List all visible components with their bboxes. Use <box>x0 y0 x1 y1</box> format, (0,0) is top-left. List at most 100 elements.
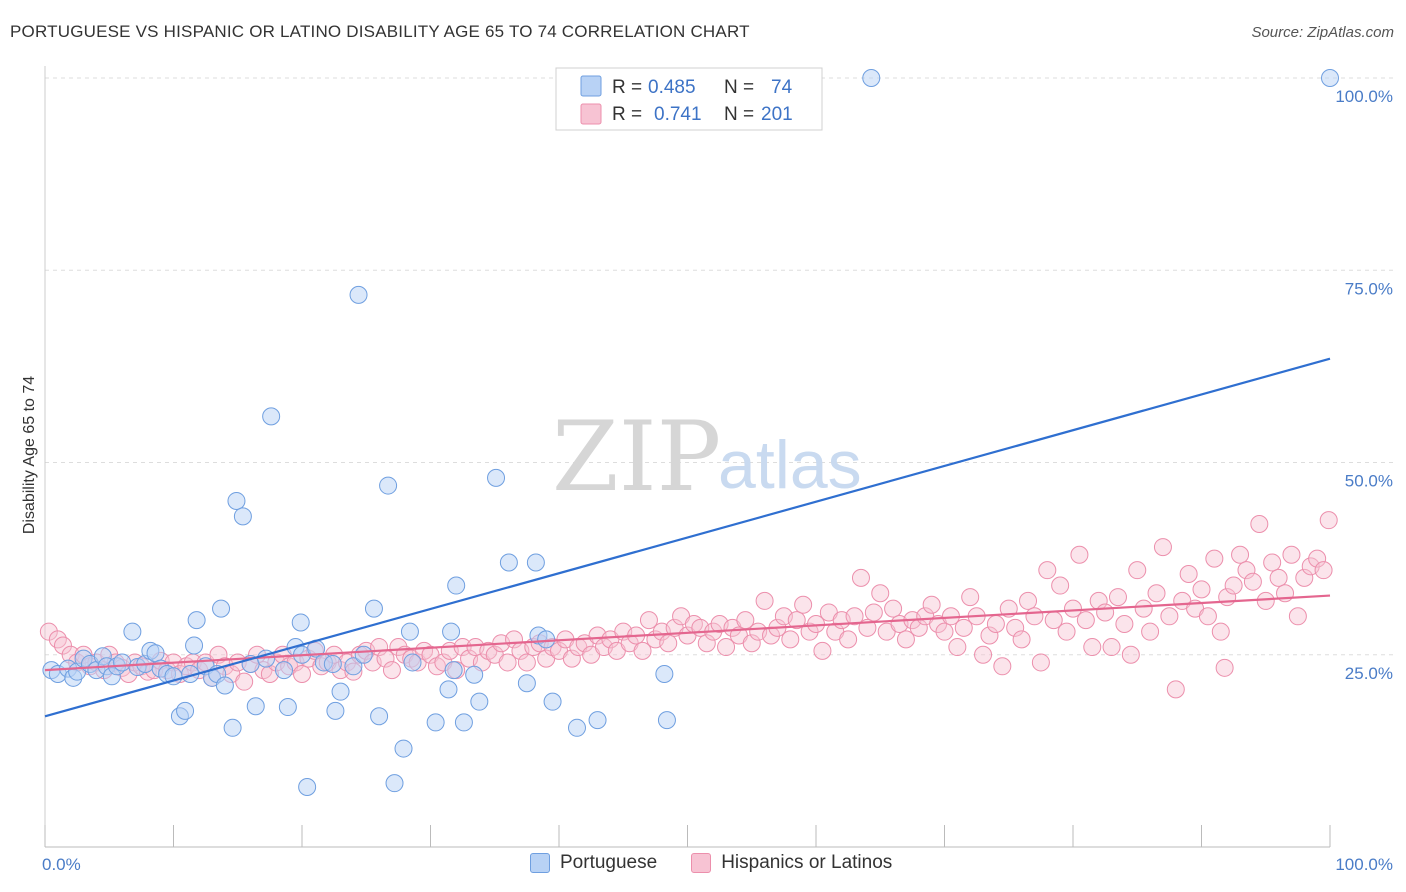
portuguese-point <box>657 711 676 730</box>
hispanic-point <box>1083 638 1102 657</box>
portuguese-point <box>298 778 317 797</box>
hispanic-point <box>781 630 800 649</box>
legend-n-value-2: 201 <box>761 104 793 125</box>
hispanic-point <box>1070 545 1089 564</box>
hispanic-point <box>1057 622 1076 641</box>
hispanic-point <box>787 611 806 630</box>
hispanic-point <box>742 634 761 653</box>
y-tick-label: 25.0% <box>1345 664 1393 683</box>
hispanic-point <box>1314 561 1333 580</box>
y-tick-label: 75.0% <box>1345 279 1393 298</box>
hispanic-point <box>382 661 401 680</box>
portuguese-point <box>354 645 373 664</box>
legend-swatch-blue <box>530 853 550 873</box>
hispanic-point <box>1147 584 1166 603</box>
hispanic-point <box>562 649 581 668</box>
portuguese-point <box>123 622 142 641</box>
hispanic-point <box>1237 561 1256 580</box>
x-tick-label: 0.0% <box>42 855 81 874</box>
hispanic-point <box>1295 568 1314 587</box>
hispanic-point <box>974 645 993 664</box>
portuguese-point <box>487 468 506 487</box>
hispanic-point <box>639 611 658 630</box>
hispanic-point <box>845 607 864 626</box>
hispanic-point <box>1224 576 1243 595</box>
hispanic-point <box>1121 645 1140 664</box>
portuguese-point <box>223 718 242 737</box>
legend-item-hispanic: Hispanics or Latinos <box>691 852 892 874</box>
hispanic-point <box>1198 607 1217 626</box>
portuguese-point <box>331 682 350 701</box>
hispanic-point <box>1006 618 1025 637</box>
hispanic-point <box>1096 603 1115 622</box>
portuguese-point <box>862 69 881 87</box>
hispanic-point <box>851 568 870 587</box>
hispanic-point <box>1038 561 1057 580</box>
hispanic-point <box>517 653 536 672</box>
portuguese-point <box>442 622 461 641</box>
hispanic-point <box>1019 591 1038 610</box>
hispanic-point <box>293 664 311 683</box>
hispanic-point <box>389 638 408 657</box>
portuguese-point <box>275 661 294 680</box>
hispanic-point <box>1064 599 1082 618</box>
portuguese-points <box>42 69 1339 797</box>
hispanic-point <box>697 634 716 653</box>
portuguese-point <box>499 553 518 572</box>
hispanic-point <box>1153 538 1172 557</box>
source-label: Source: ZipAtlas.com <box>1251 24 1394 41</box>
legend-r-value-1: 0.485 <box>648 77 696 98</box>
hispanic-point <box>813 641 832 660</box>
hispanic-point <box>935 622 954 641</box>
hispanic-point <box>980 626 999 645</box>
pink-swatch <box>580 103 602 125</box>
portuguese-point <box>526 553 545 572</box>
hispanic-point <box>864 603 883 622</box>
hispanic-point <box>53 636 72 655</box>
portuguese-point <box>537 630 556 649</box>
hispanic-point <box>986 614 1005 633</box>
legend-r-label-2: R = <box>612 104 642 125</box>
portuguese-point <box>364 599 383 618</box>
hispanic-point <box>1205 549 1224 568</box>
hispanic-point <box>1319 511 1338 530</box>
portuguese-point <box>426 713 445 732</box>
legend-n-label-2: N = <box>724 104 754 125</box>
portuguese-point <box>400 622 419 641</box>
hispanic-point <box>800 622 819 641</box>
portuguese-point <box>444 661 463 680</box>
portuguese-point <box>113 653 132 672</box>
hispanic-point <box>1282 545 1301 564</box>
y-tick-label: 50.0% <box>1345 472 1393 491</box>
hispanic-point <box>717 638 736 657</box>
hispanic-point <box>1051 576 1070 595</box>
y-tick-label: 100.0% <box>1335 87 1393 106</box>
hispanic-point <box>633 641 652 660</box>
hispanic-point <box>1243 572 1262 591</box>
hispanic-point <box>1288 607 1307 626</box>
hispanic-point <box>794 595 813 614</box>
hispanic-point <box>1141 622 1160 641</box>
portuguese-point <box>439 680 458 699</box>
portuguese-point <box>326 701 345 720</box>
hispanic-point <box>1102 638 1121 657</box>
hispanic-point <box>1166 680 1185 699</box>
hispanic-point <box>755 591 774 610</box>
hispanic-point <box>1012 630 1031 649</box>
hispanic-point <box>1256 591 1275 610</box>
hispanic-point <box>1025 607 1044 626</box>
hispanic-point <box>948 638 967 657</box>
hispanic-point <box>1115 614 1134 633</box>
trend-lines <box>44 357 1331 718</box>
blue-swatch <box>580 75 602 97</box>
hispanic-points <box>39 511 1338 699</box>
hispanic-point <box>961 588 980 607</box>
portuguese-point <box>543 692 562 711</box>
hispanic-point <box>954 618 973 637</box>
portuguese-trend-line <box>44 357 1331 718</box>
legend-r-value-2: 0.741 <box>654 104 702 125</box>
hispanic-point <box>1108 588 1127 607</box>
hispanic-point <box>1179 565 1198 584</box>
hispanic-point <box>1160 607 1179 626</box>
